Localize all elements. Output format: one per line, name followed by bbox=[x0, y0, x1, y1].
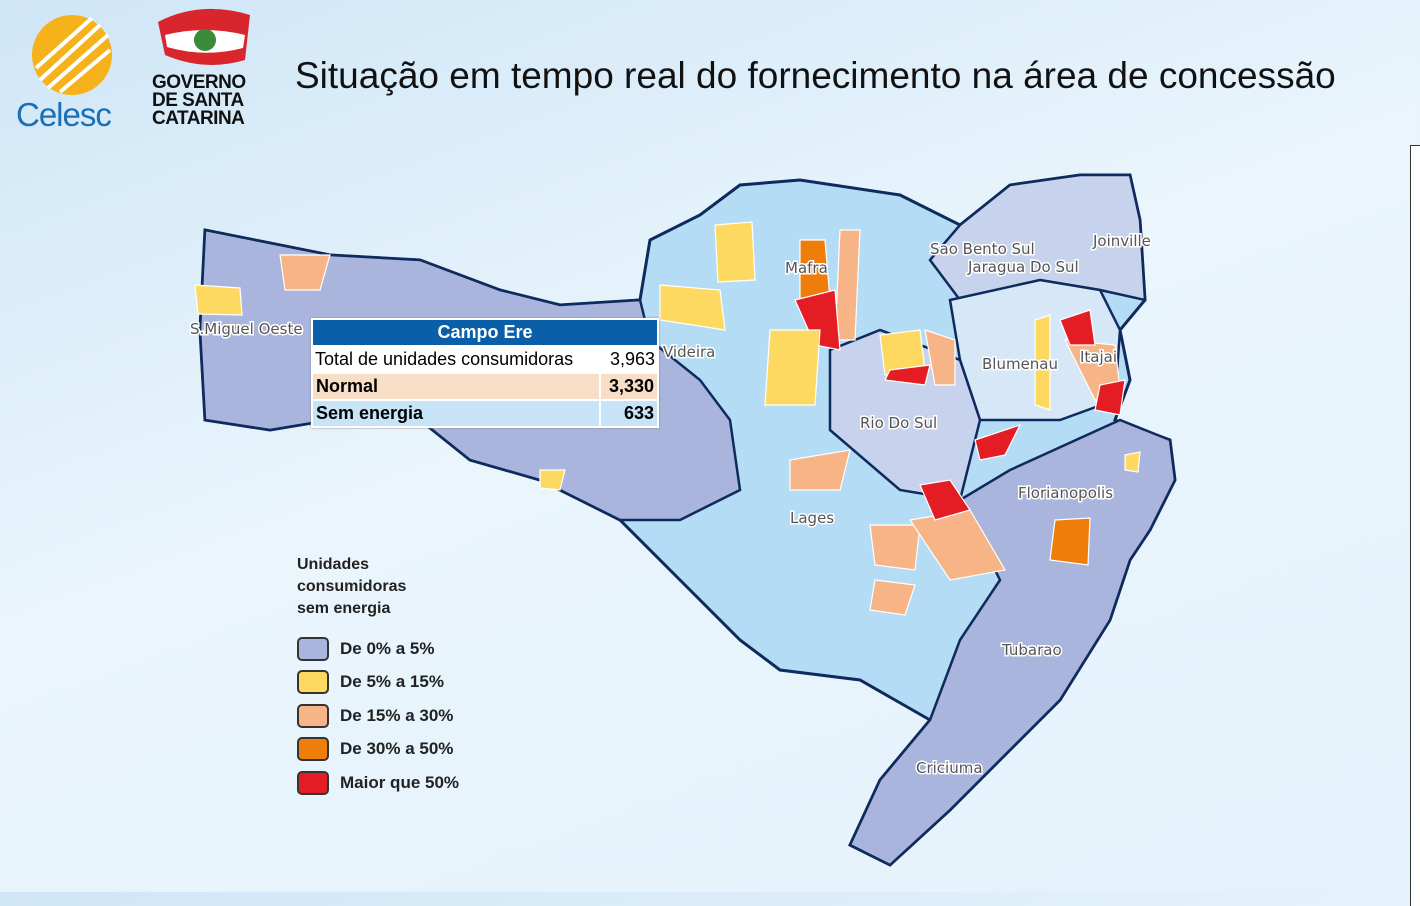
row-value: 633 bbox=[599, 399, 659, 428]
legend-label: De 15% a 30% bbox=[340, 705, 454, 725]
row-label: Normal bbox=[310, 372, 602, 401]
page-title: Situação em tempo real do fornecimento n… bbox=[295, 55, 1336, 96]
legend-label: De 0% a 5% bbox=[340, 638, 435, 658]
region-label: Tubarao bbox=[1001, 641, 1062, 659]
logo-line: DE SANTA bbox=[152, 90, 244, 111]
legend-title: Unidades consumidoras sem energia bbox=[297, 554, 459, 620]
tooltip-row: Total de unidades consumidoras 3,963 bbox=[312, 347, 658, 373]
region-label: Sao Bento Sul bbox=[930, 240, 1035, 258]
row-value: 3,963 bbox=[609, 349, 655, 369]
legend-title-line: sem energia bbox=[297, 600, 391, 617]
tooltip-table: Total de unidades consumidoras 3,963 Norm… bbox=[310, 347, 659, 428]
legend-item: Maior que 50% bbox=[297, 766, 459, 800]
tooltip: Campo Ere Total de unidades consumidoras… bbox=[310, 318, 659, 428]
sc-flag bbox=[158, 8, 250, 65]
legend-swatch bbox=[297, 770, 329, 795]
region-label: Blumenau bbox=[982, 355, 1058, 373]
municipalities bbox=[194, 221, 1141, 616]
tooltip-title: Campo Ere bbox=[311, 318, 659, 347]
region-label: Jaragua Do Sul bbox=[967, 258, 1079, 276]
row-label: Sem energia bbox=[310, 399, 602, 428]
row-label: Total de unidades consumidoras bbox=[315, 349, 574, 369]
region-label: Videira bbox=[663, 343, 715, 361]
legend-title-line: Unidades bbox=[297, 556, 370, 573]
legend-item: De 5% a 15% bbox=[297, 666, 459, 700]
legend-swatch bbox=[297, 670, 329, 695]
region-label: Florianopolis bbox=[1018, 484, 1113, 502]
legend-label: Maior que 50% bbox=[340, 772, 460, 792]
region-label: Criciuma bbox=[916, 759, 983, 777]
tooltip-row: Normal 3,330 bbox=[310, 372, 659, 401]
celesc-logo: Celesc bbox=[16, 96, 112, 133]
legend-label: De 5% a 15% bbox=[340, 672, 444, 692]
legend-swatch bbox=[297, 703, 329, 728]
row-value: 3,330 bbox=[599, 372, 659, 401]
legend-items: De 0% a 5% De 5% a 15% De 15% a 30% De 30% … bbox=[297, 632, 459, 800]
legend-title-line: consumidoras bbox=[297, 578, 407, 595]
legend-label: De 30% a 50% bbox=[340, 739, 454, 759]
region-label: Lages bbox=[790, 509, 834, 527]
region-label: S.Miguel Oeste bbox=[190, 320, 303, 338]
logo-line: GOVERNO bbox=[152, 72, 246, 93]
side-panel bbox=[1410, 145, 1420, 906]
region-label: Joinville bbox=[1092, 232, 1151, 250]
government-logo: GOVERNO DE SANTA CATARINA bbox=[152, 72, 246, 129]
legend-swatch bbox=[297, 737, 329, 762]
tooltip-row: Sem energia 633 bbox=[310, 399, 659, 428]
legend-item: De 0% a 5% bbox=[297, 632, 459, 666]
legend-item: De 15% a 30% bbox=[297, 699, 459, 733]
region-label: Itajai bbox=[1080, 348, 1117, 366]
legend-swatch bbox=[297, 636, 329, 661]
logo-line: CATARINA bbox=[152, 108, 245, 129]
region-label: Rio Do Sul bbox=[860, 414, 937, 432]
legend: Unidades consumidoras sem energia De 0% … bbox=[297, 554, 459, 800]
legend-item: De 30% a 50% bbox=[297, 733, 459, 767]
region-label: Mafra bbox=[785, 259, 828, 277]
celesc-sun bbox=[32, 15, 112, 95]
